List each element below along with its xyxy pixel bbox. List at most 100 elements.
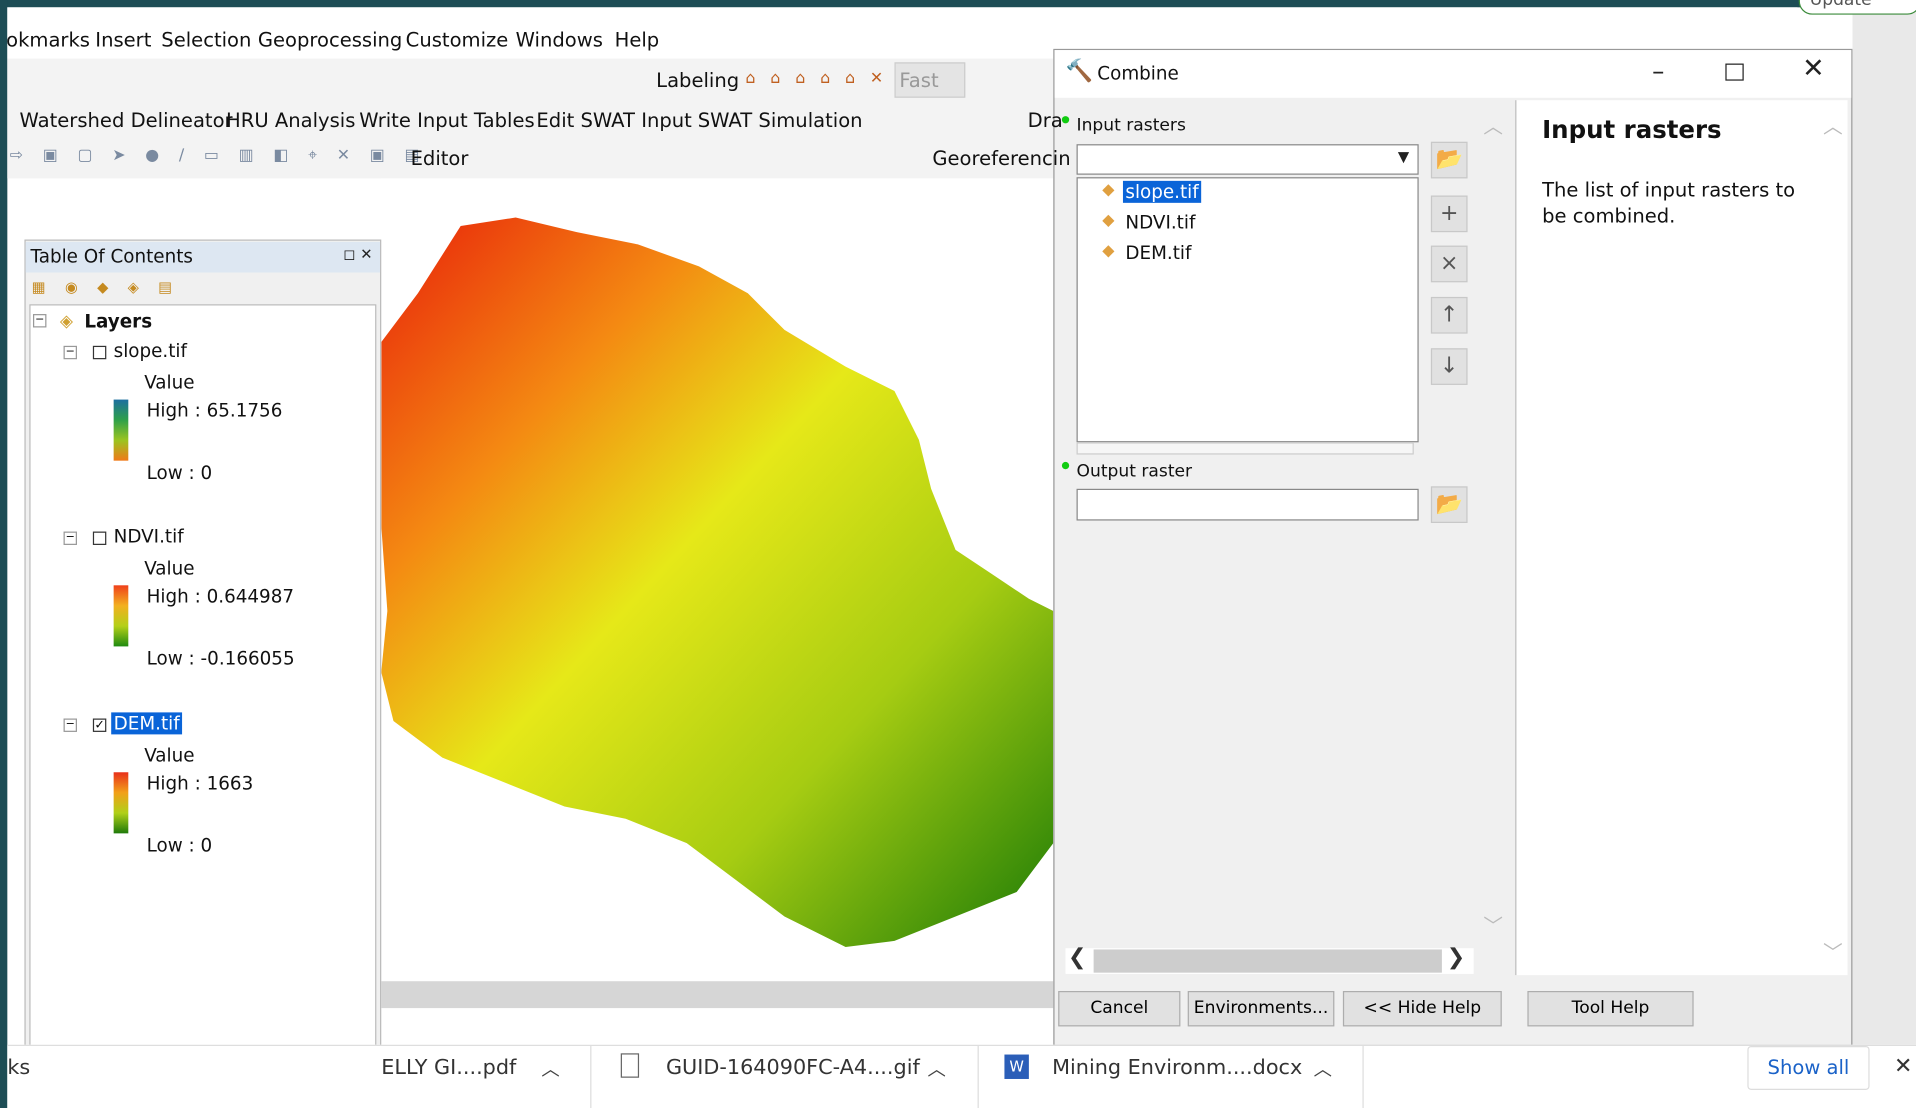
help-scroll-down[interactable]: ﹀ <box>1823 936 1843 965</box>
label-icons: ⌂ ⌂ ⌂ ⌂ ⌂ ✕ <box>745 70 888 88</box>
minimize-button[interactable]: – <box>1637 56 1679 85</box>
download-item[interactable]: GUID-164090FC-A4....gif <box>666 1056 920 1080</box>
input-label: Input rasters <box>1077 116 1186 136</box>
legend-high: High : 1663 <box>147 772 254 794</box>
body: ⇨ ▣ ▢ ➤ ● ∕ ▭ ▥ ◧ ⌖ ✕ ▣ ▤ ▦ ◉ ◆ ◈ ▤ 🔨 – … <box>0 0 1916 1108</box>
pane-scroll-up[interactable]: ︿ <box>1483 110 1503 139</box>
left-frame <box>0 0 7 1108</box>
download-item[interactable]: Mining Environm....docx <box>1052 1056 1302 1080</box>
screen: ⇨ ▣ ▢ ➤ ● ∕ ▭ ▥ ◧ ⌖ ✕ ▣ ▤ ▦ ◉ ◆ ◈ ▤ 🔨 – … <box>0 0 1916 1108</box>
layer-checkbox[interactable]: ✓ <box>93 719 106 732</box>
input-raster[interactable]: slope.tif <box>1123 181 1201 203</box>
layer-name[interactable]: slope.tif <box>111 340 189 362</box>
input-combo[interactable] <box>1077 144 1419 175</box>
menu-item[interactable]: Help <box>615 28 660 51</box>
dialog-button[interactable]: Cancel <box>1058 991 1180 1026</box>
swat-menu[interactable]: HRU Analysis <box>226 109 355 132</box>
menu-item[interactable]: Insert <box>95 28 151 51</box>
legend-ramp <box>114 585 129 646</box>
input-raster[interactable]: NDVI.tif <box>1123 211 1198 233</box>
menu-item[interactable]: Geoprocessing <box>258 28 403 51</box>
help-title: Input rasters <box>1542 115 1722 144</box>
file-icon <box>621 1053 639 1077</box>
legend-low: Low : -0.166055 <box>147 648 295 670</box>
toc-pin[interactable]: ◻ ✕ <box>343 246 372 263</box>
update-button[interactable]: Update <box>1799 0 1916 15</box>
layer-name[interactable]: DEM.tif <box>111 712 182 734</box>
hscroll-left[interactable]: ❮ <box>1068 945 1086 971</box>
maximize-button[interactable] <box>1725 64 1743 81</box>
swat-menu[interactable]: SWAT Simulation <box>698 109 863 132</box>
toc-collapse[interactable]: − <box>33 314 46 327</box>
download-menu[interactable]: ︿ <box>1314 1056 1332 1082</box>
swat-menu[interactable]: Edit SWAT Input <box>536 109 691 132</box>
toc-title: Table Of Contents <box>31 246 193 268</box>
remove-button[interactable]: × <box>1431 246 1468 283</box>
download-divider <box>1362 1046 1363 1108</box>
fast-combo[interactable]: Fast <box>899 68 938 91</box>
dialog-button[interactable]: Environments... <box>1188 991 1335 1026</box>
required-dot <box>1062 116 1069 123</box>
dialog-icon: 🔨 <box>1066 59 1093 85</box>
layer-collapse[interactable]: − <box>64 532 77 545</box>
map-raster <box>381 208 1053 978</box>
download-divider <box>590 1046 591 1108</box>
drawing-menu[interactable]: Dra <box>1028 109 1063 132</box>
georeferencing-menu[interactable]: Georeferencin <box>932 147 1070 170</box>
layer-field: Value <box>144 744 194 766</box>
watershed <box>381 218 1053 947</box>
show-all-button[interactable]: Show all <box>1747 1046 1869 1090</box>
legend-high: High : 0.644987 <box>147 585 294 607</box>
editor-menu[interactable]: Editor <box>411 147 469 170</box>
legend-high: High : 65.1756 <box>147 400 283 422</box>
dialog-button[interactable]: << Hide Help <box>1343 991 1502 1026</box>
swat-menu[interactable]: Watershed Delineator <box>20 109 233 132</box>
required-dot <box>1062 462 1069 469</box>
output-browse-button[interactable]: 📂 <box>1431 486 1468 523</box>
swat-menu[interactable]: Write Input Tables <box>359 109 534 132</box>
download-divider <box>978 1046 979 1108</box>
map-scrollbar[interactable] <box>381 981 1053 1008</box>
layer-collapse[interactable]: − <box>64 719 77 732</box>
help-scroll-up[interactable]: ︿ <box>1823 110 1843 139</box>
pane-hscroll-thumb[interactable] <box>1094 949 1442 972</box>
browse-button[interactable]: 📂 <box>1431 142 1468 179</box>
move-down-button[interactable]: ↓ <box>1431 348 1468 385</box>
move-up-button[interactable]: ↑ <box>1431 297 1468 334</box>
menu-item[interactable]: Selection <box>161 28 251 51</box>
close-button[interactable]: ✕ <box>1796 54 1830 85</box>
page: {"menu": ["okmarks", "Insert", "Selectio… <box>0 0 1916 1108</box>
help-pane <box>1515 100 1847 975</box>
toolbar-icons: ⇨ ▣ ▢ ➤ ● ∕ ▭ ▥ ◧ ⌖ ✕ ▣ ▤ <box>10 147 401 171</box>
combo-arrow[interactable]: ▼ <box>1398 148 1409 165</box>
top-frame <box>0 0 1916 7</box>
legend-ramp <box>114 400 129 461</box>
pane-scroll-down[interactable]: ﹀ <box>1483 909 1503 938</box>
download-item[interactable]: ELLY GI....pdf <box>381 1056 516 1080</box>
dialog-button[interactable]: Tool Help <box>1527 991 1693 1026</box>
menu-item[interactable]: okmarks <box>6 28 90 51</box>
dialog-title: Combine <box>1097 62 1178 84</box>
menu-item[interactable]: Customize <box>406 28 509 51</box>
input-raster[interactable]: DEM.tif <box>1123 242 1194 264</box>
download-menu[interactable]: ︿ <box>541 1056 559 1082</box>
raster-icon: ◆ <box>1102 242 1114 260</box>
toc-icons: ▦ ◉ ◆ ◈ ▤ <box>32 279 166 301</box>
layer-collapse[interactable]: − <box>64 346 77 359</box>
add-button[interactable]: + <box>1431 196 1468 233</box>
layer-name[interactable]: NDVI.tif <box>111 525 186 547</box>
output-field[interactable] <box>1077 489 1419 521</box>
toc-tree <box>29 304 376 1108</box>
downloads-close[interactable]: ✕ <box>1894 1053 1912 1079</box>
word-icon: W <box>1004 1055 1028 1079</box>
download-menu[interactable]: ︿ <box>927 1056 945 1082</box>
raster-icon: ◆ <box>1102 211 1114 229</box>
layer-checkbox[interactable] <box>93 346 106 359</box>
list-hscroll[interactable] <box>1077 442 1414 454</box>
download-item[interactable]: ks <box>7 1056 30 1080</box>
output-label: Output raster <box>1077 462 1193 482</box>
menu-item[interactable]: Windows <box>516 28 603 51</box>
layer-checkbox[interactable] <box>93 532 106 545</box>
labeling-menu[interactable]: Labeling <box>656 68 739 91</box>
hscroll-right[interactable]: ❯ <box>1447 945 1465 971</box>
